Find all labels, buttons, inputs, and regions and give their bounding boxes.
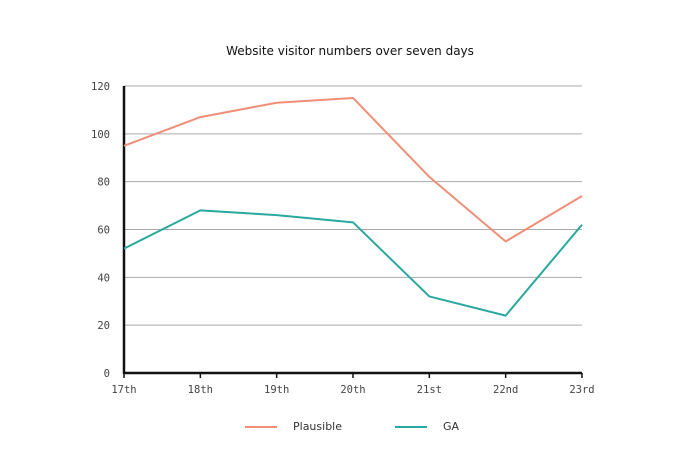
x-tick-label: 22nd	[493, 384, 518, 396]
series-line-plausible	[123, 96, 583, 243]
chart-title: Website visitor numbers over seven days	[226, 44, 474, 58]
series-line-ga	[123, 209, 583, 317]
y-tick-label: 80	[97, 177, 110, 189]
legend-label: GA	[443, 420, 460, 433]
x-tick-label: 23rd	[569, 384, 594, 396]
x-tick-label: 17th	[111, 384, 136, 396]
y-tick-label: 0	[104, 368, 110, 380]
x-tick-label: 20th	[340, 384, 365, 396]
x-tick-label: 19th	[264, 384, 289, 396]
y-tick-label: 20	[97, 320, 110, 332]
x-tick-label: 18th	[188, 384, 213, 396]
legend-label: Plausible	[293, 420, 342, 433]
y-tick-label: 120	[91, 81, 110, 93]
y-tick-label: 40	[97, 272, 110, 284]
x-tick-label: 21st	[417, 384, 442, 396]
y-tick-label: 60	[97, 225, 110, 237]
y-tick-label: 100	[91, 129, 110, 141]
